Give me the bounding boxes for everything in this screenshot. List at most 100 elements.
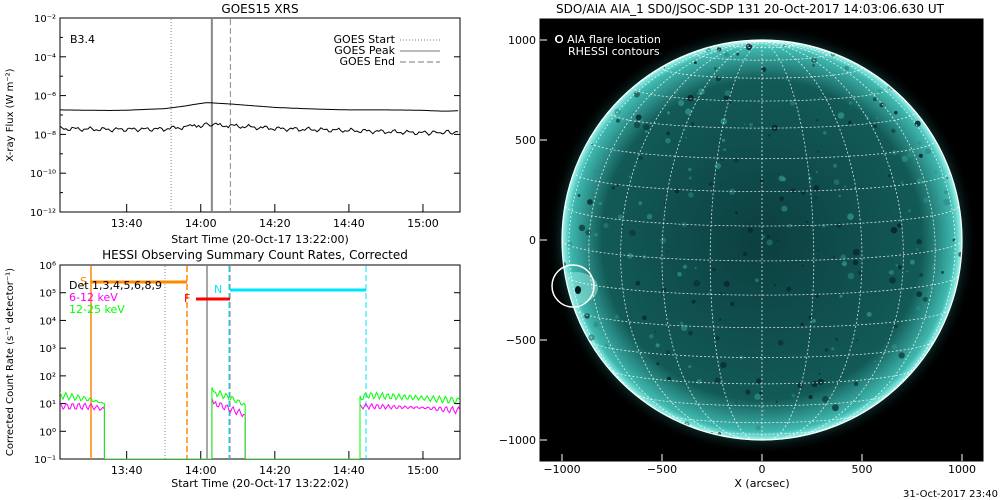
hessi-y-tick-label: 10¹ [39, 400, 56, 411]
aia-limb [561, 39, 963, 441]
aia-texture-speck [696, 379, 702, 385]
aia-texture-speck [786, 286, 792, 292]
goes-plot-frame [59, 17, 461, 213]
hessi-y-tick-label: 10⁵ [39, 289, 56, 300]
aia-texture-speck [824, 348, 829, 352]
goes-x-tick-label: 15:00 [407, 217, 439, 230]
aia-texture-speck [633, 91, 640, 98]
aia-texture-speck [877, 97, 880, 100]
aia-texture-speck [914, 120, 921, 127]
aia-texture-speck [779, 196, 784, 201]
aia-texture-speck [888, 174, 891, 177]
aia-texture-speck [693, 279, 701, 287]
aia-grid-line [608, 111, 916, 129]
aia-texture-speck [691, 122, 695, 126]
hessi-xlabel: Start Time (20-Oct-17 13:22:02) [171, 477, 349, 490]
aia-texture-speck [847, 272, 855, 280]
aia-texture-speck [812, 64, 815, 67]
aia-texture-speck [744, 123, 746, 126]
aia-texture-speck [777, 339, 784, 346]
aia-texture-speck [934, 170, 938, 174]
aia-texture-speck [719, 292, 723, 296]
aia-texture-speck [687, 94, 694, 102]
aia-texture-speck [762, 408, 766, 413]
aia-flare-location-circle [551, 264, 595, 308]
aia-texture-speck [743, 252, 747, 257]
aia-texture-speck [694, 267, 697, 270]
hessi-series-line [60, 387, 460, 459]
aia-texture-speck [724, 52, 730, 58]
aia-texture-speck [660, 237, 666, 243]
aia-texture-speck [656, 362, 660, 366]
aia-texture-speck [597, 295, 601, 299]
aia-grid-line [761, 40, 863, 440]
aia-texture-speck [833, 179, 840, 186]
aia-texture-speck [906, 270, 908, 273]
aia-texture-speck [714, 162, 721, 170]
aia-texture-speck [791, 393, 796, 398]
aia-texture-speck [584, 313, 590, 319]
aia-texture-speck [801, 190, 806, 195]
aia-texture-speck [723, 94, 731, 101]
aia-texture-speck [621, 350, 627, 356]
goes-x-tick-label: 14:40 [333, 217, 365, 230]
aia-texture-speck [729, 101, 732, 104]
aia-texture-speck [598, 201, 603, 206]
aia-texture-speck [691, 299, 696, 304]
aia-texture-speck [708, 181, 714, 187]
aia-texture-speck [797, 382, 804, 389]
aia-texture-speck [612, 337, 618, 343]
aia-texture-speck [767, 133, 771, 137]
aia-texture-speck [854, 394, 861, 400]
aia-x-tick-label: −1000 [543, 463, 580, 476]
aia-texture-speck [894, 111, 898, 115]
aia-grid-line [693, 51, 831, 61]
aia-texture-speck [877, 88, 882, 94]
aia-texture-speck [638, 201, 643, 206]
aia-texture-speck [629, 229, 636, 236]
goes-y-tick-label: 10⁻⁶ [34, 92, 56, 103]
aia-grid-line [761, 40, 904, 440]
aia-texture-speck [712, 267, 716, 272]
aia-texture-speck [848, 101, 853, 105]
aia-footer: 31-Oct-2017 23:40 [903, 489, 998, 500]
aia-texture-speck [876, 117, 879, 120]
hessi-legend-det: Det 1,3,4,5,6,8,9 [69, 279, 162, 292]
aia-texture-speck [677, 272, 682, 277]
aia-texture-speck [588, 334, 595, 341]
aia-texture-speck [611, 186, 616, 190]
aia-texture-speck [781, 177, 786, 182]
hessi-y-tick-label: 10² [39, 372, 56, 383]
aia-texture-speck [638, 155, 643, 161]
aia-texture-speck [916, 157, 921, 161]
aia-legend-line2: RHESSI contours [568, 45, 660, 58]
aia-texture-speck [720, 118, 728, 125]
goes-chart: GOES15 XRS 10⁻¹² 10⁻¹⁰ 10⁻⁸ 10⁻⁶ 10⁻⁴ 10⁻² 13… [5, 2, 461, 246]
aia-texture-speck [615, 314, 619, 319]
aia-texture-speck [663, 66, 666, 69]
aia-texture-speck [735, 211, 738, 214]
aia-y-tick-label: −500 [506, 334, 536, 347]
aia-texture-speck [747, 227, 754, 233]
goes-annotation: B3.4 [70, 33, 95, 46]
aia-texture-speck [806, 290, 808, 293]
aia-texture-speck [655, 343, 660, 348]
goes-x-tick-label: 13:40 [111, 217, 143, 230]
aia-texture-speck [730, 301, 735, 307]
aia-texture-speck [633, 121, 641, 129]
hessi-x-tick-label: 15:00 [407, 464, 439, 477]
aia-texture-speck [891, 344, 898, 350]
goes-x-tick-label: 14:20 [259, 217, 291, 230]
hessi-legend-mid: 12-25 keV [69, 303, 125, 316]
aia-texture-speck [567, 241, 573, 248]
goes-x-tick-label: 14:00 [185, 217, 217, 230]
aia-y-tick-label: 0 [529, 234, 536, 247]
goes-legend: GOES Start GOES Peak GOES End [334, 33, 440, 68]
aia-texture-speck [719, 318, 722, 321]
aia-texture-speck [593, 321, 599, 328]
aia-texture-speck [776, 239, 779, 242]
aia-texture-speck [897, 223, 902, 228]
aia-texture-speck [832, 404, 839, 412]
aia-texture-speck [895, 264, 898, 267]
aia-texture-speck [666, 111, 671, 115]
